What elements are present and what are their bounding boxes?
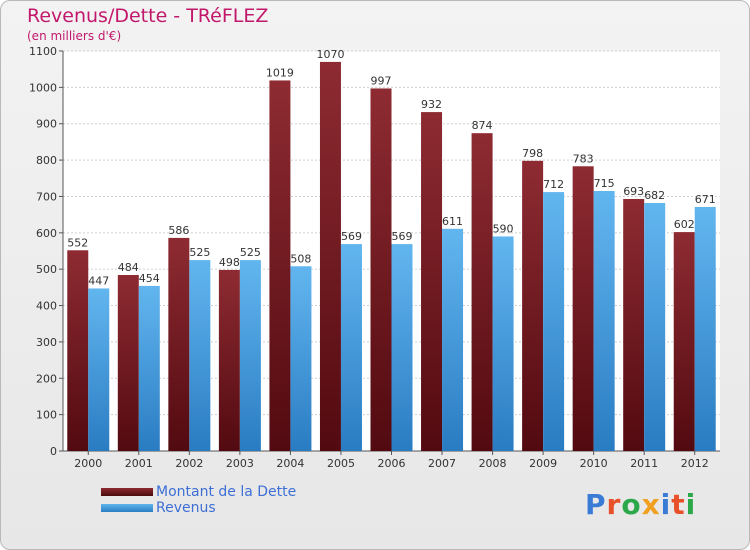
data-label-revenus: 525 <box>189 246 210 259</box>
bar-dette <box>522 160 544 451</box>
legend-label-dette: Montant de la Dette <box>156 484 297 500</box>
bar-revenus <box>694 207 716 451</box>
bar-dette <box>623 199 645 451</box>
y-tick-label: 900 <box>36 118 57 131</box>
y-tick-label: 1000 <box>29 81 57 94</box>
data-label-revenus: 447 <box>88 274 109 287</box>
data-label-revenus: 590 <box>493 222 514 235</box>
y-tick-label: 100 <box>36 409 57 422</box>
logo-letter: x <box>641 488 661 521</box>
data-label-revenus: 569 <box>392 230 413 243</box>
data-label-revenus: 671 <box>695 193 716 206</box>
x-tick-label: 2001 <box>125 457 153 470</box>
bar-revenus <box>442 228 464 451</box>
data-label-dette: 552 <box>67 236 88 249</box>
data-label-revenus: 682 <box>644 189 665 202</box>
bar-dette <box>673 232 695 451</box>
x-tick-label: 2006 <box>378 457 406 470</box>
data-label-revenus: 712 <box>543 178 564 191</box>
bar-revenus <box>138 285 160 451</box>
data-label-dette: 1019 <box>266 66 294 79</box>
legend-label-revenus: Revenus <box>156 500 216 516</box>
bar-revenus <box>543 192 565 451</box>
bar-revenus <box>290 266 312 451</box>
x-tick-label: 2004 <box>276 457 304 470</box>
y-tick-label: 600 <box>36 227 57 240</box>
data-label-dette: 498 <box>219 256 240 269</box>
y-tick-label: 0 <box>50 445 57 458</box>
bar-dette <box>421 112 443 451</box>
y-tick-label: 800 <box>36 154 57 167</box>
bar-dette <box>319 61 341 452</box>
bar-revenus <box>593 191 615 451</box>
x-tick-label: 2008 <box>479 457 507 470</box>
data-label-revenus: 569 <box>341 230 362 243</box>
logo-letter: r <box>606 488 622 521</box>
chart-title: Revenus/Dette - TRéFLEZ <box>27 5 269 27</box>
x-tick-label: 2011 <box>630 457 658 470</box>
legend-swatch-revenus <box>101 504 153 512</box>
chart-subtitle: (en milliers d'€) <box>27 29 122 43</box>
y-tick-label: 400 <box>36 300 57 313</box>
bar-dette <box>218 269 240 451</box>
data-label-dette: 1070 <box>316 48 344 61</box>
data-label-dette: 693 <box>623 185 644 198</box>
data-label-dette: 586 <box>168 224 189 237</box>
y-tick-label: 300 <box>36 336 57 349</box>
bar-dette <box>572 166 594 452</box>
x-tick-label: 2009 <box>529 457 557 470</box>
data-label-revenus: 454 <box>139 272 160 285</box>
data-label-dette: 798 <box>522 147 543 160</box>
y-tick-label: 200 <box>36 372 57 385</box>
y-tick-label: 1100 <box>29 45 57 58</box>
x-tick-label: 2005 <box>327 457 355 470</box>
bar-dette <box>67 250 89 451</box>
data-label-revenus: 611 <box>442 215 463 228</box>
y-tick-label: 500 <box>36 263 57 276</box>
bar-dette <box>471 133 493 451</box>
bar-revenus <box>189 260 211 451</box>
bar-revenus <box>391 244 413 451</box>
x-tick-label: 2002 <box>175 457 203 470</box>
data-label-revenus: 508 <box>290 252 311 265</box>
data-label-dette: 997 <box>371 74 392 87</box>
logo-letter: i <box>685 488 697 521</box>
data-label-dette: 932 <box>421 98 442 111</box>
bar-revenus <box>340 244 362 451</box>
logo-letter: P <box>585 488 607 521</box>
logo-letter: t <box>671 488 686 521</box>
bar-dette <box>370 88 392 452</box>
bar-revenus <box>492 236 514 451</box>
bar-dette <box>269 80 291 452</box>
y-tick-label: 700 <box>36 190 57 203</box>
x-tick-label: 2012 <box>681 457 709 470</box>
x-tick-label: 2007 <box>428 457 456 470</box>
logo-letter: i <box>660 488 672 521</box>
bar-revenus <box>644 203 666 451</box>
bar-dette <box>117 275 139 451</box>
data-label-dette: 602 <box>674 218 695 231</box>
data-label-dette: 484 <box>118 261 139 274</box>
x-tick-label: 2003 <box>226 457 254 470</box>
x-tick-label: 2010 <box>580 457 608 470</box>
data-label-revenus: 715 <box>594 177 615 190</box>
logo-letter: o <box>621 488 642 521</box>
bar-revenus <box>88 288 110 451</box>
legend-swatch-dette <box>101 488 153 496</box>
bar-dette <box>168 237 190 451</box>
data-label-revenus: 525 <box>240 246 261 259</box>
bar-revenus <box>239 260 261 451</box>
x-tick-label: 2000 <box>74 457 102 470</box>
data-label-dette: 874 <box>472 119 493 132</box>
proxiti-logo: Proxiti <box>585 488 696 521</box>
data-label-dette: 783 <box>573 152 594 165</box>
